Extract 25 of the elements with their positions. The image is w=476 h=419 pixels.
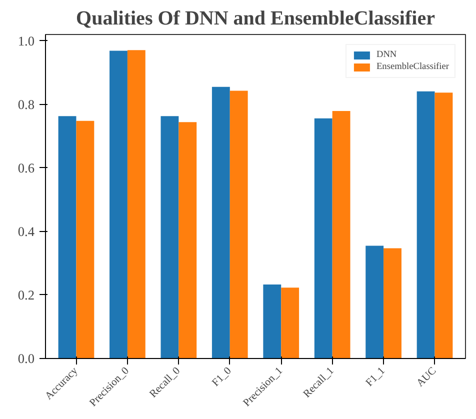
bar (314, 118, 332, 358)
bar (127, 50, 146, 358)
bar (230, 90, 248, 358)
y-tick-label: 0.0 (18, 351, 35, 366)
legend-label: EnsembleClassifier (376, 62, 449, 72)
bar (434, 92, 453, 358)
bar (110, 50, 128, 358)
bar (178, 122, 197, 358)
bar (332, 111, 350, 358)
bar (416, 91, 435, 358)
y-tick-label: 1.0 (18, 33, 35, 48)
bar (384, 248, 402, 358)
y-tick-label: 0.6 (18, 160, 35, 176)
chart-title: Qualities Of DNN and EnsembleClassifier (76, 8, 436, 30)
bar (212, 86, 230, 358)
bar (76, 120, 94, 358)
bar (58, 116, 76, 358)
bar (281, 288, 300, 358)
y-tick-label: 0.8 (18, 96, 35, 112)
bar (160, 116, 179, 358)
bar (263, 284, 282, 358)
bar (366, 246, 384, 358)
y-tick-label: 0.4 (18, 224, 35, 239)
y-tick-label: 0.2 (18, 287, 35, 302)
legend-label: DNN (376, 50, 397, 60)
